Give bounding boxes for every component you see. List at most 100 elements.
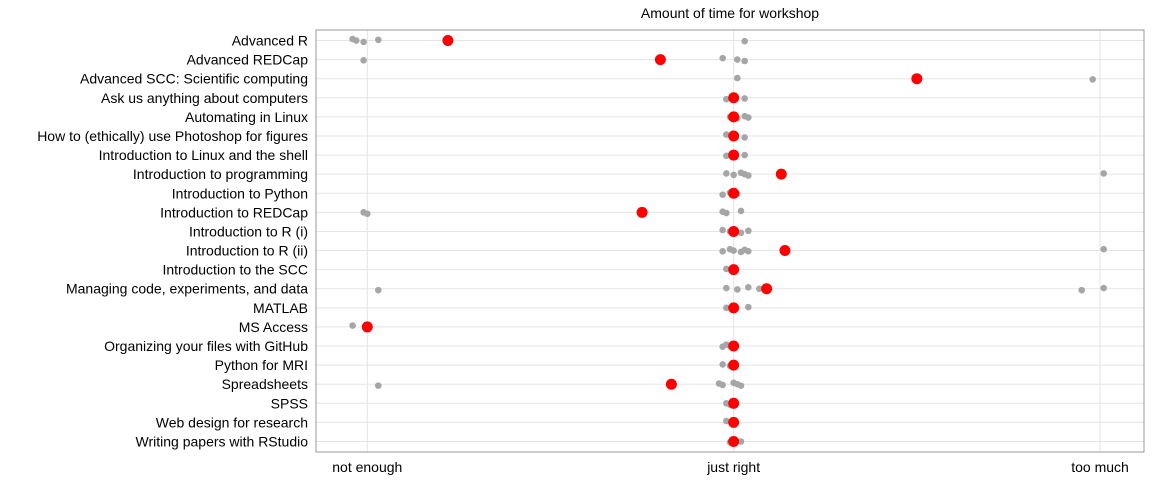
chart-title: Amount of time for workshop: [640, 5, 820, 21]
mean-point: [911, 73, 923, 85]
response-point: [723, 170, 730, 177]
response-point: [719, 361, 726, 368]
response-point: [730, 171, 737, 179]
response-point: [737, 382, 745, 389]
y-tick-label: MATLAB: [253, 300, 308, 316]
mean-point: [728, 302, 740, 314]
plot-border: [315, 29, 1145, 453]
response-point: [734, 286, 741, 293]
response-point: [741, 57, 748, 65]
mean-point: [775, 168, 787, 180]
mean-point: [728, 416, 740, 428]
y-tick-label: Introduction to Linux and the shell: [99, 147, 308, 163]
x-tick-label: too much: [1071, 459, 1129, 475]
response-point: [719, 381, 726, 389]
y-tick-label: Python for MRI: [215, 357, 308, 373]
response-point: [1078, 286, 1086, 294]
response-point: [723, 304, 730, 312]
response-point: [1100, 245, 1107, 253]
y-tick-label: MS Access: [239, 319, 308, 335]
response-point: [719, 191, 726, 198]
mean-point: [761, 283, 773, 295]
y-tick-label: Advanced SCC: Scientific computing: [80, 71, 308, 87]
y-tick-label: Introduction to R (ii): [186, 243, 308, 259]
response-point: [741, 95, 748, 102]
y-tick-label: Introduction to the SCC: [162, 262, 308, 278]
response-point: [719, 226, 726, 234]
y-tick-label: Introduction to REDCap: [160, 204, 308, 220]
response-point: [374, 286, 382, 294]
response-point: [737, 207, 745, 215]
y-tick-label: Managing code, experiments, and data: [66, 281, 308, 297]
mean-point: [728, 397, 740, 409]
response-point: [723, 131, 730, 138]
mean-point: [728, 359, 740, 371]
mean-point: [728, 130, 740, 142]
mean-point: [728, 340, 740, 352]
mean-point: [361, 321, 373, 333]
y-tick-label: Organizing your files with GitHub: [104, 338, 308, 354]
response-point: [363, 210, 371, 218]
response-point: [734, 74, 741, 82]
mean-point: [728, 225, 740, 237]
response-point: [745, 114, 752, 121]
mean-point: [665, 378, 677, 390]
response-point: [723, 417, 730, 425]
mean-point: [728, 149, 740, 161]
response-point: [349, 322, 356, 329]
mean-point: [728, 264, 740, 276]
y-tick-label: Introduction to Python: [172, 185, 308, 201]
mean-point: [654, 54, 666, 66]
y-tick-label: Introduction to programming: [133, 166, 308, 182]
x-tick-label: not enough: [332, 459, 402, 475]
y-tick-label: How to (ethically) use Photoshop for fig…: [37, 128, 308, 144]
mean-point: [728, 92, 740, 104]
y-tick-label: SPSS: [271, 395, 308, 411]
response-point: [374, 36, 382, 44]
response-point: [737, 229, 745, 237]
response-point: [723, 95, 730, 103]
response-point: [723, 265, 730, 273]
response-point: [1100, 284, 1107, 292]
response-point: [723, 209, 730, 217]
response-point: [741, 134, 748, 141]
response-point: [719, 54, 726, 62]
y-tick-label: Writing papers with RStudio: [136, 433, 309, 449]
mean-point: [779, 245, 791, 257]
response-point: [741, 151, 748, 159]
response-point: [360, 38, 367, 46]
response-point: [723, 152, 730, 160]
x-tick-label: just right: [706, 459, 760, 475]
mean-point: [728, 111, 740, 123]
y-tick-label: Web design for research: [156, 414, 308, 430]
y-tick-label: Advanced R: [232, 33, 308, 49]
response-point: [741, 37, 748, 45]
y-tick-label: Spreadsheets: [222, 376, 308, 392]
response-point: [745, 303, 752, 311]
response-point: [734, 56, 741, 63]
response-point: [756, 285, 763, 293]
response-point: [1100, 170, 1107, 177]
response-point: [719, 247, 726, 255]
mean-point: [728, 187, 740, 199]
mean-point: [728, 435, 740, 447]
response-point: [374, 382, 382, 389]
response-point: [745, 172, 752, 179]
y-tick-label: Advanced REDCap: [187, 52, 309, 68]
mean-point: [442, 35, 454, 47]
mean-point: [636, 206, 648, 218]
response-point: [737, 438, 745, 445]
y-tick-label: Introduction to R (i): [189, 223, 308, 239]
response-point: [723, 284, 730, 292]
response-point: [353, 37, 360, 44]
y-tick-label: Ask us anything about computers: [101, 90, 308, 106]
response-point: [730, 247, 737, 254]
response-point: [745, 247, 752, 255]
response-point: [745, 227, 752, 235]
y-tick-label: Automating in Linux: [185, 109, 308, 125]
response-point: [1089, 76, 1097, 83]
response-point: [745, 284, 752, 291]
response-point: [360, 56, 367, 64]
